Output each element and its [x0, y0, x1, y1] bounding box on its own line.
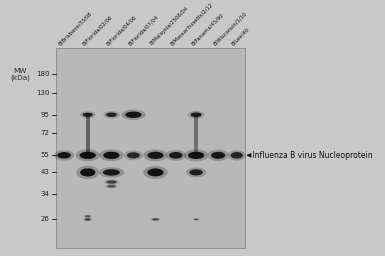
Text: Influenza B virus Nucleoprotein: Influenza B virus Nucleoprotein — [250, 151, 373, 160]
Ellipse shape — [76, 166, 99, 179]
Ellipse shape — [188, 111, 204, 119]
Ellipse shape — [80, 152, 96, 159]
Ellipse shape — [143, 149, 168, 161]
Ellipse shape — [85, 215, 90, 217]
Ellipse shape — [147, 168, 164, 176]
Text: 43: 43 — [40, 169, 50, 175]
Text: 34: 34 — [40, 191, 50, 197]
Ellipse shape — [83, 113, 93, 117]
Ellipse shape — [124, 150, 143, 160]
Text: 26: 26 — [40, 216, 50, 222]
Text: B/Florida/07/04: B/Florida/07/04 — [127, 14, 159, 46]
Ellipse shape — [127, 152, 140, 158]
Text: B/Florida/04/06: B/Florida/04/06 — [105, 14, 137, 46]
Ellipse shape — [126, 112, 142, 118]
Ellipse shape — [188, 152, 204, 159]
Text: 72: 72 — [40, 130, 50, 136]
Ellipse shape — [103, 152, 120, 159]
Ellipse shape — [107, 185, 116, 188]
Ellipse shape — [231, 152, 243, 158]
Ellipse shape — [103, 169, 120, 176]
Ellipse shape — [208, 150, 229, 161]
Text: 180: 180 — [36, 71, 50, 77]
Text: B/Brisbane/33/08: B/Brisbane/33/08 — [58, 11, 94, 46]
Ellipse shape — [184, 149, 208, 161]
Ellipse shape — [169, 152, 182, 159]
Ellipse shape — [99, 149, 124, 161]
Ellipse shape — [57, 152, 71, 158]
Ellipse shape — [228, 150, 246, 161]
Ellipse shape — [194, 219, 199, 220]
Text: 130: 130 — [36, 90, 50, 97]
Ellipse shape — [143, 166, 168, 179]
FancyBboxPatch shape — [55, 48, 245, 248]
Ellipse shape — [189, 169, 203, 175]
Text: B/Massachusetts/2/12: B/Massachusetts/2/12 — [169, 2, 214, 46]
Ellipse shape — [105, 184, 118, 188]
Text: B/Lee/40: B/Lee/40 — [231, 27, 250, 46]
Text: MW
(kDa): MW (kDa) — [10, 68, 30, 81]
Bar — [86, 115, 90, 155]
Ellipse shape — [106, 113, 117, 117]
Text: 95: 95 — [40, 112, 50, 118]
Ellipse shape — [166, 150, 186, 161]
Ellipse shape — [151, 218, 161, 221]
Ellipse shape — [80, 168, 95, 177]
Ellipse shape — [99, 167, 124, 178]
Text: 55: 55 — [41, 152, 50, 158]
Ellipse shape — [211, 152, 225, 159]
Ellipse shape — [186, 167, 206, 177]
Ellipse shape — [83, 217, 92, 221]
Ellipse shape — [106, 180, 117, 184]
Ellipse shape — [85, 218, 91, 221]
Ellipse shape — [191, 112, 201, 117]
Ellipse shape — [104, 179, 119, 185]
Text: B/Malaysia/2506/04: B/Malaysia/2506/04 — [149, 6, 190, 46]
Ellipse shape — [75, 149, 100, 161]
Text: B/Florida/02/06: B/Florida/02/06 — [82, 14, 114, 46]
Ellipse shape — [80, 111, 95, 118]
Ellipse shape — [103, 111, 120, 119]
Text: B/Panama/45/90: B/Panama/45/90 — [190, 12, 224, 46]
Text: B/Wisconsin/1/10: B/Wisconsin/1/10 — [212, 11, 248, 46]
Ellipse shape — [147, 152, 164, 159]
Ellipse shape — [152, 218, 159, 220]
Ellipse shape — [54, 150, 74, 161]
Ellipse shape — [84, 215, 92, 218]
Bar — [194, 115, 198, 155]
Ellipse shape — [121, 110, 146, 120]
Ellipse shape — [192, 218, 200, 221]
